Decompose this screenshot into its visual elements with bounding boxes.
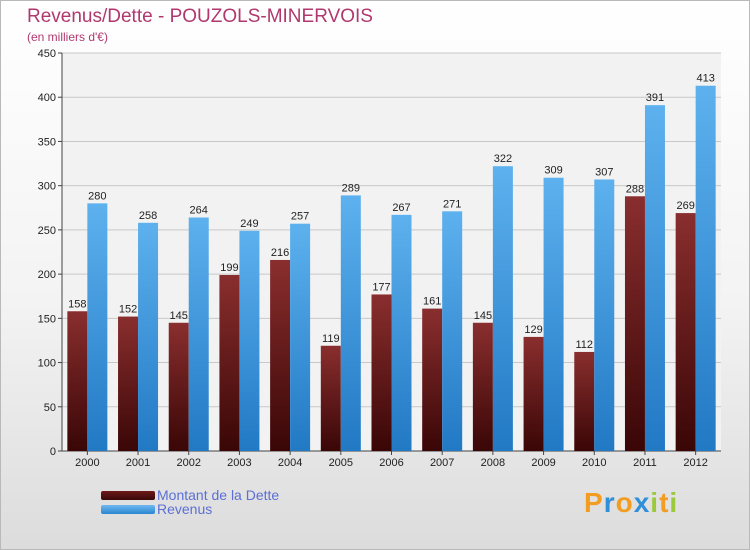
- chart-title: Revenus/Dette - POUZOLS-MINERVOIS: [27, 6, 373, 27]
- x-tick-label: 2011: [633, 457, 657, 469]
- value-label-dette: 152: [119, 304, 137, 316]
- x-tick-label: 2008: [481, 457, 505, 469]
- bar-revenus: [340, 195, 361, 451]
- y-tick-label: 300: [38, 181, 56, 193]
- legend-swatch-revenus: [101, 504, 155, 514]
- value-label-revenus: 257: [291, 211, 309, 223]
- value-label-revenus: 267: [392, 202, 410, 214]
- value-label-revenus: 391: [646, 92, 664, 104]
- bar-revenus: [644, 105, 665, 451]
- y-tick-label: 150: [38, 313, 56, 325]
- bar-revenus: [442, 211, 463, 451]
- value-label-dette: 145: [170, 310, 188, 322]
- value-label-revenus: 258: [139, 210, 157, 222]
- value-label-dette: 129: [524, 324, 542, 336]
- value-label-revenus: 264: [190, 205, 208, 217]
- y-tick-label: 250: [38, 225, 56, 237]
- legend-item-dette: Montant de la Dette: [101, 488, 279, 502]
- value-label-revenus: 307: [595, 166, 613, 178]
- chart-subtitle: (en milliers d'€): [27, 30, 108, 44]
- y-tick-label: 50: [44, 402, 56, 414]
- logo-letter: P: [584, 487, 604, 518]
- logo-letter: x: [633, 487, 651, 518]
- value-label-revenus: 271: [443, 198, 461, 210]
- bar-revenus: [138, 222, 159, 451]
- value-label-revenus: 280: [88, 190, 106, 202]
- bar-dette: [472, 322, 493, 451]
- y-tick-label: 200: [38, 269, 56, 281]
- value-label-revenus: 413: [696, 73, 714, 85]
- logo-letter: i: [669, 487, 679, 518]
- x-tick-label: 2010: [582, 457, 606, 469]
- value-label-revenus: 289: [342, 182, 360, 194]
- x-tick-label: 2004: [278, 457, 302, 469]
- y-tick-label: 100: [38, 358, 56, 370]
- bar-dette: [574, 351, 595, 451]
- x-tick-label: 2009: [531, 457, 555, 469]
- bar-revenus: [87, 203, 108, 451]
- x-tick-label: 2003: [227, 457, 251, 469]
- bar-dette: [624, 196, 645, 451]
- value-label-dette: 177: [372, 281, 390, 293]
- legend-swatch-dette: [101, 490, 155, 500]
- logo-letter: o: [615, 487, 634, 518]
- bar-revenus: [695, 85, 716, 452]
- legend-label-revenus: Revenus: [157, 501, 213, 517]
- bar-dette: [371, 294, 392, 451]
- y-tick-label: 0: [50, 446, 56, 458]
- bar-revenus: [492, 166, 513, 451]
- bar-revenus: [543, 177, 564, 451]
- value-label-dette: 161: [423, 296, 441, 308]
- bar-dette: [67, 311, 88, 451]
- value-label-dette: 119: [322, 333, 340, 345]
- value-label-dette: 199: [220, 262, 238, 274]
- bar-revenus: [239, 230, 260, 451]
- y-tick-label: 400: [38, 92, 56, 104]
- bar-revenus: [290, 223, 311, 451]
- value-label-dette: 216: [271, 247, 289, 259]
- bar-revenus: [188, 217, 209, 451]
- value-label-dette: 269: [676, 200, 694, 212]
- logo-letter: r: [603, 487, 616, 518]
- x-tick-label: 2005: [329, 457, 353, 469]
- legend-label-dette: Montant de la Dette: [157, 487, 280, 503]
- bar-dette: [270, 259, 291, 451]
- bar-dette: [675, 213, 696, 451]
- x-tick-label: 2007: [430, 457, 454, 469]
- value-label-dette: 145: [474, 310, 492, 322]
- x-tick-label: 2012: [683, 457, 707, 469]
- value-label-revenus: 322: [494, 153, 512, 165]
- value-label-revenus: 309: [544, 165, 562, 177]
- bar-dette: [168, 322, 189, 451]
- bar-revenus: [391, 214, 412, 451]
- value-label-dette: 288: [626, 183, 644, 195]
- x-tick-label: 2001: [126, 457, 150, 469]
- proxiti-logo: Proxiti: [584, 487, 678, 519]
- value-label-revenus: 249: [240, 218, 258, 230]
- legend-item-revenus: Revenus: [101, 502, 212, 516]
- bar-dette: [422, 308, 443, 451]
- logo-letter: t: [659, 487, 670, 518]
- bar-dette: [118, 316, 139, 451]
- y-tick-label: 350: [38, 136, 56, 148]
- bar-dette: [320, 345, 341, 451]
- y-tick-label: 450: [38, 48, 56, 60]
- value-label-dette: 112: [575, 339, 593, 351]
- bar-revenus: [594, 179, 615, 451]
- bar-dette: [523, 336, 544, 451]
- x-tick-label: 2000: [75, 457, 99, 469]
- bar-dette: [219, 274, 240, 451]
- value-label-dette: 158: [68, 298, 86, 310]
- x-tick-label: 2002: [176, 457, 200, 469]
- logo-letter: i: [650, 487, 660, 518]
- x-tick-label: 2006: [379, 457, 403, 469]
